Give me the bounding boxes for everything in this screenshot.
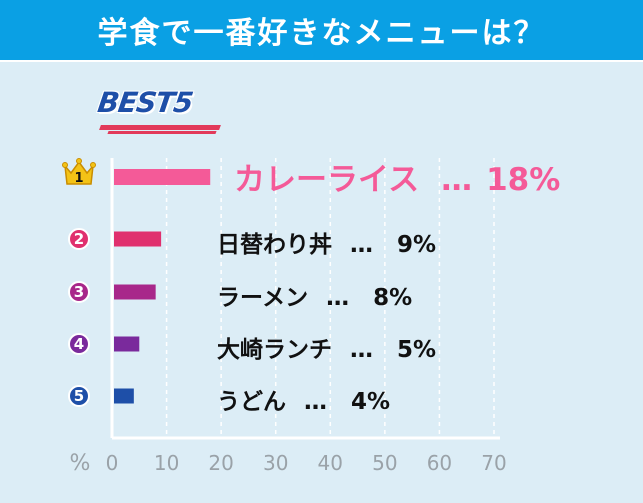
x-tick-label: 30	[263, 451, 288, 475]
crown-icon: 1	[62, 158, 96, 186]
bar-4	[114, 336, 140, 352]
value-label: 8%	[373, 285, 413, 311]
separator: …	[441, 162, 473, 198]
bar-3	[114, 284, 156, 300]
x-tick-label: 60	[427, 451, 452, 475]
value-label: 5%	[397, 337, 437, 363]
x-axis-unit-label: %	[70, 451, 91, 476]
category-name: うどん	[217, 389, 286, 415]
x-tick-label: 20	[208, 451, 233, 475]
chart-title-banner: 学食で一番好きなメニューは？	[0, 0, 643, 60]
value-label: 9%	[397, 232, 437, 258]
rank-3-badge: 3	[68, 281, 90, 303]
separator: …	[326, 285, 350, 311]
rank-5-badge: 5	[68, 385, 90, 407]
bar-label-5: うどん … 4%	[217, 382, 390, 416]
chart-title: 学食で一番好きなメニューは？	[97, 16, 546, 51]
bar-5	[114, 388, 134, 404]
value-label: 18%	[486, 162, 561, 198]
x-tick-label: 70	[481, 451, 506, 475]
separator: …	[350, 337, 373, 363]
x-tick-label: 40	[318, 451, 343, 475]
rank-1-number: 1	[74, 171, 83, 186]
separator: …	[350, 232, 373, 258]
bar-label-2: 日替わり丼 … 9%	[217, 225, 436, 259]
bar-1	[114, 169, 211, 185]
bar-label-4: 大崎ランチ … 5%	[217, 330, 436, 364]
category-name: 日替わり丼	[217, 232, 332, 258]
x-tick-label: 10	[154, 451, 179, 475]
separator: …	[304, 389, 327, 415]
bar-2	[114, 231, 162, 247]
bar-label-1: カレーライス … 18%	[234, 154, 560, 199]
bar-label-3: ラーメン … 8%	[217, 278, 412, 312]
value-label: 4%	[351, 389, 391, 415]
header-divider	[0, 60, 643, 62]
x-tick-label: 0	[106, 451, 119, 475]
category-name: カレーライス	[234, 162, 420, 198]
category-name: 大崎ランチ	[217, 337, 332, 363]
rank-2-badge: 2	[68, 228, 90, 250]
category-name: ラーメン	[217, 285, 309, 311]
rank-4-badge: 4	[68, 333, 90, 355]
x-tick-label: 50	[372, 451, 397, 475]
